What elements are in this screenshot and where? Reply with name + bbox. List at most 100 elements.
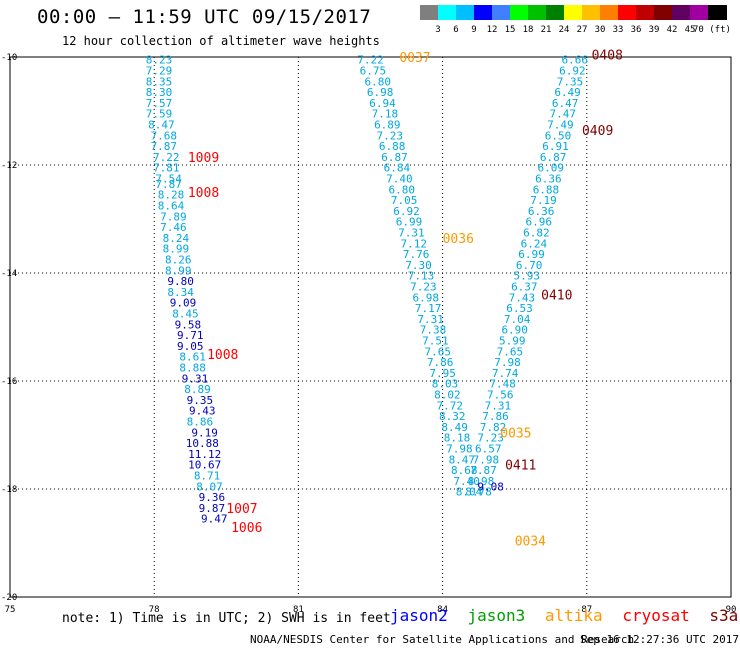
wave-height-reading: 9.87 [199,502,226,515]
wave-height-reading: 8.99 [163,243,190,256]
wave-height-reading: 9.36 [199,491,226,504]
wave-height-reading: 6.87 [540,151,567,164]
legend-jason2: jason2 [390,606,448,625]
color-scale-label: 45 [684,25,696,35]
wave-height-reading: 8.88 [179,362,206,375]
wave-height-reading: 6.92 [393,205,420,218]
wave-height-reading: 7.86 [482,410,509,423]
wave-height-reading: 7.22 [153,151,180,164]
wave-height-reading: 8.64 [158,200,185,213]
wave-height-reading: 7.98 [473,453,500,466]
wave-height-reading: 6.84 [384,162,411,175]
wave-height-reading: 6.87 [381,151,408,164]
wave-height-reading: 6.99 [396,216,423,229]
pass-time-label: 0411 [505,459,536,474]
wave-height-reading: 9.09 [170,297,197,310]
wave-height-reading: 6.37 [511,281,538,294]
wave-height-reading: 7.98 [446,443,473,456]
wave-height-reading: 7.46 [160,221,187,234]
wave-height-reading: 7.74 [492,367,519,380]
wave-height-reading: 8.02 [434,389,461,402]
wave-height-reading: 7.23 [376,129,403,142]
wave-height-reading: 8.49 [441,421,468,434]
wave-height-reading: 7.54 [155,173,182,186]
color-swatch [528,5,547,20]
wave-height-reading: 7.19 [530,194,557,207]
wave-height-reading: 7.35 [557,75,584,88]
plot-frame [9,56,732,598]
wave-height-reading: 7.22 [357,54,384,67]
wave-height-reading: 7.38 [420,324,447,337]
wave-height-reading: 7.29 [146,65,173,78]
color-swatch [546,5,565,20]
wave-height-reading: 7.23 [410,281,437,294]
color-scale-label: 24 [558,25,570,35]
wave-height-reading: 6.66 [562,54,589,67]
wave-height-reading: 7.17 [415,302,442,315]
wave-height-reading: 7.65 [425,345,452,358]
wave-height-reading: 7.12 [401,237,428,250]
wave-height-reading: 6.53 [506,302,533,315]
pass-time-label: 1009 [188,151,219,166]
color-scale-label: 15 [504,25,516,35]
pass-time-label: 0410 [541,289,572,304]
wave-height-reading: 7.49 [547,119,574,132]
wave-height-reading: 8.30 [146,86,173,99]
credit-line: NOAA/NESDIS Center for Satellite Applica… [250,633,635,646]
pass-time-label: 0037 [399,51,430,66]
color-scale-label: 9 [471,25,477,35]
wave-height-reading: 7.87 [470,464,497,477]
color-scale-label: 21 [540,25,552,35]
wave-height-reading: 8.18 [444,432,471,445]
color-swatch [708,5,727,20]
wave-height-reading: 6.75 [360,65,387,78]
wave-height-reading: 6.49 [554,86,581,99]
x-tick-label: 81 [293,605,304,615]
x-tick-label: 75 [5,605,16,615]
wave-height-reading: 9.05 [177,340,204,353]
color-swatch [492,5,511,20]
wave-height-reading: 10.67 [188,459,221,472]
wave-height-reading: 8.04 [456,486,483,499]
wave-height-reading: 9.19 [191,426,218,439]
legend-jason3: jason3 [467,606,526,625]
wave-height-reading: 7.43 [509,291,536,304]
color-swatch [582,5,601,20]
wave-height-reading: 9.35 [187,394,214,407]
wave-height-reading: 7.40 [386,173,413,186]
wave-height-reading: 7.47 [550,108,577,121]
wave-height-reading: 6.36 [535,173,562,186]
color-swatch [474,5,493,20]
y-tick-label: -16 [1,377,17,387]
color-scale-label: 27 [576,25,588,35]
wave-height-reading: 7.56 [487,389,514,402]
wave-height-reading: 7.59 [146,108,173,121]
wave-height-reading: 6.99 [518,248,545,261]
wave-height-reading: 8.26 [165,254,192,267]
color-scale-label: 12 [486,25,498,35]
color-swatch [456,5,475,20]
wave-height-reading: 6.90 [501,324,528,337]
color-swatch [690,5,709,20]
color-swatch [564,5,583,20]
wave-height-reading: 7.31 [485,399,512,412]
y-tick-label: -10 [1,53,17,63]
wave-height-reading: 7.89 [160,210,187,223]
wave-height-reading: 8.71 [194,470,221,483]
wave-height-reading: 8.34 [167,286,194,299]
wave-height-reading: 6.36 [528,205,555,218]
color-scale-label: 42 [666,25,678,35]
footnote: note: 1) Time is in UTC; 2) SWH is in fe… [62,611,391,626]
wave-height-reading: 7.76 [403,248,430,261]
wave-height-reading: 9.47 [201,513,228,526]
y-tick-label: -14 [1,269,17,279]
pass-time-label: 1007 [226,502,257,517]
wave-height-reading: 6.80 [364,75,391,88]
wave-height-reading: 6.47 [552,97,579,110]
satellite-legend: jason2 jason3 altika cryosat s3a [390,606,740,625]
wave-height-reading: 6.57 [475,443,502,456]
wave-height-reading: 8.98 [468,475,495,488]
legend-s3a: s3a [709,606,739,625]
wave-height-reading: 7.23 [477,432,504,445]
wave-height-reading: 6.89 [374,119,401,132]
